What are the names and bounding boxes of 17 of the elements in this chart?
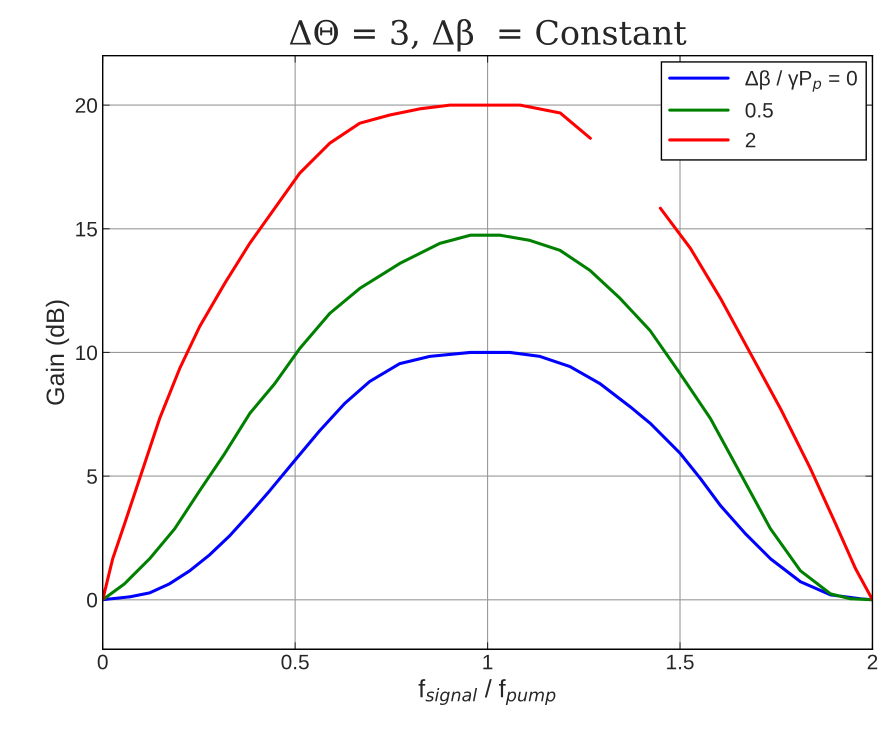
legend-label: Δβ / γP$_{p}$ = 0	[745, 70, 857, 92]
y-tick-label: 10	[76, 345, 98, 360]
x-tick-label: 1	[483, 654, 492, 670]
chart-title: ΔΘ = 3, Δβ = Constant	[290, 19, 686, 52]
y-tick-label: 20	[76, 98, 98, 113]
y-tick-label: 0	[87, 592, 98, 608]
y-axis-title: Gain (dB)	[46, 300, 70, 405]
legend-label: 0.5	[746, 102, 773, 118]
y-tick-label: 15	[76, 222, 97, 237]
x-tick-label: 1.5	[667, 654, 694, 670]
line-series	[102, 234, 872, 602]
x-tick-label: 0.5	[281, 654, 309, 670]
y-tick-label: 5	[87, 469, 97, 484]
legend-label: 2	[746, 132, 756, 148]
x-tick-label: 0	[98, 654, 108, 670]
x-axis-title: f$_{signal}$ / f$_{pump}$	[418, 679, 556, 705]
x-tick-label: 2	[868, 654, 878, 670]
